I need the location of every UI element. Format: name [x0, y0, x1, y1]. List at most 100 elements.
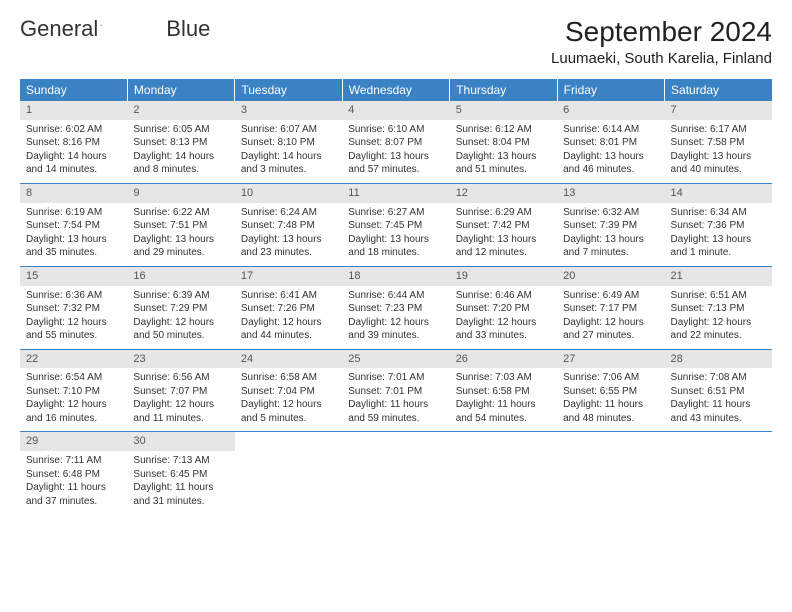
calendar-cell [557, 432, 664, 514]
sunset: Sunset: 8:07 PM [348, 136, 443, 150]
sunrise: Sunrise: 6:29 AM [456, 206, 551, 220]
sunset: Sunset: 7:51 PM [133, 219, 228, 233]
daylight-line2: and 51 minutes. [456, 163, 551, 177]
calendar-cell: 11Sunrise: 6:27 AMSunset: 7:45 PMDayligh… [342, 183, 449, 266]
sunrise: Sunrise: 6:17 AM [671, 123, 766, 137]
daylight-line1: Daylight: 14 hours [133, 150, 228, 164]
calendar-cell: 1Sunrise: 6:02 AMSunset: 8:16 PMDaylight… [20, 101, 127, 183]
day-number: 23 [127, 350, 234, 369]
sunrise: Sunrise: 6:46 AM [456, 289, 551, 303]
day-number: 8 [20, 184, 127, 203]
calendar-cell: 26Sunrise: 7:03 AMSunset: 6:58 PMDayligh… [450, 349, 557, 432]
calendar-cell [342, 432, 449, 514]
day-number: 13 [557, 184, 664, 203]
day-number: 7 [665, 101, 772, 120]
sunrise: Sunrise: 6:39 AM [133, 289, 228, 303]
sunset: Sunset: 7:07 PM [133, 385, 228, 399]
daylight-line2: and 23 minutes. [241, 246, 336, 260]
daylight-line2: and 12 minutes. [456, 246, 551, 260]
day-number: 14 [665, 184, 772, 203]
daylight-line2: and 40 minutes. [671, 163, 766, 177]
sunrise: Sunrise: 7:03 AM [456, 371, 551, 385]
calendar-row: 15Sunrise: 6:36 AMSunset: 7:32 PMDayligh… [20, 266, 772, 349]
day-number: 16 [127, 267, 234, 286]
day-number: 6 [557, 101, 664, 120]
sunrise: Sunrise: 6:02 AM [26, 123, 121, 137]
sunrise: Sunrise: 6:14 AM [563, 123, 658, 137]
daylight-line2: and 16 minutes. [26, 412, 121, 426]
daylight-line1: Daylight: 13 hours [348, 150, 443, 164]
calendar-cell: 19 Sunrise: 6:46 AMSunset: 7:20 PMDayligh… [450, 266, 557, 349]
sunset: Sunset: 7:23 PM [348, 302, 443, 316]
daylight-line2: and 59 minutes. [348, 412, 443, 426]
daylight-line1: Daylight: 12 hours [26, 398, 121, 412]
daylight-line1: Daylight: 12 hours [133, 316, 228, 330]
daylight-line2: and 50 minutes. [133, 329, 228, 343]
sunset: Sunset: 7:42 PM [456, 219, 551, 233]
sunrise: Sunrise: 7:01 AM [348, 371, 443, 385]
daylight-line1: Daylight: 12 hours [456, 316, 551, 330]
logo: General Blue [20, 16, 210, 42]
day-number: 4 [342, 101, 449, 120]
daylight-line1: Daylight: 12 hours [241, 398, 336, 412]
day-number: 17 [235, 267, 342, 286]
daylight-line1: Daylight: 13 hours [241, 233, 336, 247]
sunrise: Sunrise: 6:05 AM [133, 123, 228, 137]
sunset: Sunset: 7:13 PM [671, 302, 766, 316]
daylight-line2: and 33 minutes. [456, 329, 551, 343]
daylight-line1: Daylight: 12 hours [26, 316, 121, 330]
day-number: 28 [665, 350, 772, 369]
day-number: 29 [20, 432, 127, 451]
daylight-line2: and 43 minutes. [671, 412, 766, 426]
sunset: Sunset: 7:58 PM [671, 136, 766, 150]
sunrise: Sunrise: 6:10 AM [348, 123, 443, 137]
day-number: 19 [450, 267, 557, 286]
daylight-line2: and 54 minutes. [456, 412, 551, 426]
daylight-line1: Daylight: 12 hours [563, 316, 658, 330]
daylight-line2: and 37 minutes. [26, 495, 121, 509]
sunrise: Sunrise: 6:58 AM [241, 371, 336, 385]
sunset: Sunset: 8:16 PM [26, 136, 121, 150]
calendar-cell: 4 Sunrise: 6:10 AMSunset: 8:07 PMDaylight… [342, 101, 449, 183]
logo-text-general: General [20, 16, 98, 42]
sunset: Sunset: 7:29 PM [133, 302, 228, 316]
daylight-line2: and 14 minutes. [26, 163, 121, 177]
calendar-row: 29Sunrise: 7:11 AMSunset: 6:48 PMDayligh… [20, 432, 772, 514]
sunset: Sunset: 7:48 PM [241, 219, 336, 233]
sunrise: Sunrise: 6:36 AM [26, 289, 121, 303]
calendar-table: Sunday Monday Tuesday Wednesday Thursday… [20, 79, 772, 514]
month-title: September 2024 [551, 16, 772, 48]
calendar-cell: 10Sunrise: 6:24 AMSunset: 7:48 PMDayligh… [235, 183, 342, 266]
sunset: Sunset: 7:26 PM [241, 302, 336, 316]
calendar-cell: 9Sunrise: 6:22 AMSunset: 7:51 PMDaylight… [127, 183, 234, 266]
daylight-line1: Daylight: 14 hours [241, 150, 336, 164]
calendar-row: 8Sunrise: 6:19 AMSunset: 7:54 PMDaylight… [20, 183, 772, 266]
day-number: 5 [450, 101, 557, 120]
calendar-cell: 14Sunrise: 6:34 AMSunset: 7:36 PMDayligh… [665, 183, 772, 266]
daylight-line1: Daylight: 13 hours [671, 150, 766, 164]
title-block: September 2024 Luumaeki, South Karelia, … [551, 16, 772, 67]
calendar-cell: 18Sunrise: 6:44 AMSunset: 7:23 PMDayligh… [342, 266, 449, 349]
sunrise: Sunrise: 6:51 AM [671, 289, 766, 303]
sunset: Sunset: 7:54 PM [26, 219, 121, 233]
daylight-line2: and 3 minutes. [241, 163, 336, 177]
daylight-line2: and 22 minutes. [671, 329, 766, 343]
daylight-line1: Daylight: 13 hours [26, 233, 121, 247]
day-number: 18 [342, 267, 449, 286]
calendar-row: 22Sunrise: 6:54 AMSunset: 7:10 PMDayligh… [20, 349, 772, 432]
sunset: Sunset: 7:32 PM [26, 302, 121, 316]
calendar-body: 1Sunrise: 6:02 AMSunset: 8:16 PMDaylight… [20, 101, 772, 514]
calendar-cell: 17Sunrise: 6:41 AMSunset: 7:26 PMDayligh… [235, 266, 342, 349]
sunset: Sunset: 7:20 PM [456, 302, 551, 316]
day-number: 11 [342, 184, 449, 203]
calendar-cell: 30Sunrise: 7:13 AMSunset: 6:45 PMDayligh… [127, 432, 234, 514]
weekday-thursday: Thursday [450, 79, 557, 101]
day-number: 27 [557, 350, 664, 369]
day-number: 3 [235, 101, 342, 120]
daylight-line1: Daylight: 14 hours [26, 150, 121, 164]
day-number: 30 [127, 432, 234, 451]
sunrise: Sunrise: 6:41 AM [241, 289, 336, 303]
daylight-line2: and 5 minutes. [241, 412, 336, 426]
calendar-cell: 13Sunrise: 6:32 AMSunset: 7:39 PMDayligh… [557, 183, 664, 266]
sunrise: Sunrise: 6:32 AM [563, 206, 658, 220]
